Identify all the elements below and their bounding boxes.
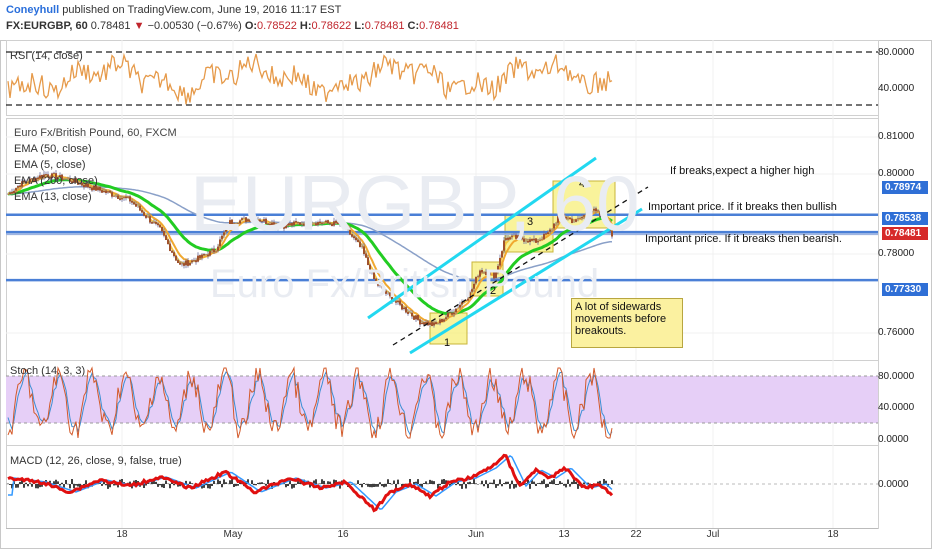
close-value: 0.78481	[419, 20, 459, 32]
note-bullish: Important price. If it breaks then bulli…	[648, 201, 837, 213]
publish-line: Coneyhull published on TradingView.com, …	[6, 4, 341, 16]
x-tick-22: 22	[630, 529, 642, 540]
ema-13-label[interactable]: EMA (13, close)	[14, 191, 92, 203]
dashed-trendline	[392, 186, 649, 346]
price-tick-076: 0.76000	[878, 327, 915, 338]
wave-label-4: 4	[579, 178, 585, 190]
x-tick-jun: Jun	[467, 529, 485, 540]
macd-line	[7, 453, 614, 513]
wave-label-1: 1	[444, 337, 450, 349]
wave-label-3: 3	[527, 216, 533, 228]
price-tick-081: 0.81000	[878, 131, 915, 142]
rsi-line	[7, 52, 613, 105]
note-sideways-box: A lot of sidewards movements before brea…	[571, 298, 683, 348]
stoch-k-line	[7, 366, 613, 440]
low-value: 0.78481	[364, 20, 405, 32]
ema-200-label[interactable]: EMA (200, close)	[14, 175, 98, 187]
stoch-tick-80: 80.0000	[878, 371, 915, 382]
stoch-tick-40: 40.0000	[878, 402, 915, 413]
last-price: 0.78481	[90, 20, 131, 32]
stoch-tick-0: 0.0000	[878, 434, 909, 445]
macd-label[interactable]: MACD (12, 26, close, 9, false, true)	[10, 455, 182, 467]
price-tick-080: 0.80000	[878, 168, 915, 179]
price-tick-078: 0.78000	[878, 248, 915, 259]
price-tag-high: 0.78974	[882, 181, 928, 194]
open-label: O:	[244, 20, 258, 32]
low-label: L:	[354, 20, 365, 32]
channel-upper	[367, 156, 597, 320]
author-link[interactable]: Coneyhull	[6, 4, 60, 16]
ema-50-label[interactable]: EMA (50, close)	[14, 143, 92, 155]
x-tick-18: 18	[116, 529, 128, 540]
high-label: H:	[299, 20, 312, 32]
open-value: 0.78522	[257, 20, 297, 32]
macd-tick-0: 0.0000	[878, 479, 909, 490]
x-tick-may: May	[223, 529, 243, 540]
note-bearish: Important price. If it breaks then beari…	[645, 233, 842, 245]
stoch-label[interactable]: Stoch (14, 3, 3)	[10, 365, 86, 377]
x-tick-16: 16	[337, 529, 349, 540]
ema-5-line	[7, 172, 613, 326]
stoch-band-fill	[6, 376, 878, 423]
symbol-label[interactable]: FX:EURGBP, 60	[6, 20, 88, 32]
channel-lower	[409, 207, 643, 355]
price-tag-support: 0.77330	[882, 283, 928, 296]
x-tick-jul: Jul	[706, 529, 720, 540]
down-arrow-icon: ▼	[133, 20, 145, 32]
x-tick-13: 13	[558, 529, 570, 540]
price-tag-bullish: 0.78538	[882, 212, 928, 225]
rsi-tick-40: 40.0000	[878, 83, 915, 94]
high-value: 0.78622	[311, 20, 352, 32]
wave-label-2: 2	[490, 285, 496, 297]
price-tag-last: 0.78481	[882, 227, 928, 240]
watermark-name: Euro Fx/British Pound	[210, 262, 600, 306]
change-value: −0.00530 (−0.67%)	[147, 20, 242, 32]
ema-5-label[interactable]: EMA (5, close)	[14, 159, 86, 171]
rsi-tick-80: 80.0000	[878, 47, 915, 58]
close-label: C:	[407, 20, 420, 32]
note-higher-high: If breaks,expect a higher high	[670, 165, 815, 177]
published-text: published on TradingView.com, June 19, 2…	[62, 4, 342, 16]
x-tick-18b: 18	[827, 529, 839, 540]
rsi-label[interactable]: RSI (14, close)	[10, 50, 83, 62]
main-title: Euro Fx/British Pound, 60, FXCM	[14, 127, 177, 139]
ohlc-line: FX:EURGBP, 60 0.78481 ▼ −0.00530 (−0.67%…	[6, 20, 459, 32]
watermark-symbol: EURGBP, 60	[190, 159, 640, 247]
